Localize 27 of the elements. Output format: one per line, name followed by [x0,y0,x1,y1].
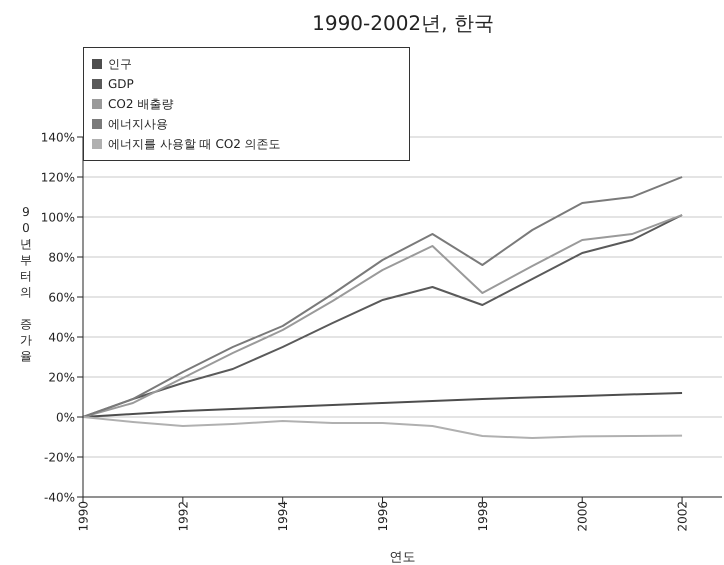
y-tick-label: 140% [40,130,75,144]
y-tick-label: 20% [48,370,75,384]
x-axis-title: 연도 [390,550,416,565]
x-tick-label: 1992 [176,501,190,532]
legend-label: GDP [108,76,134,93]
y-tick-label: -20% [44,450,75,464]
y-tick-label: 0% [56,410,75,424]
x-tick-label: 2000 [576,501,590,532]
y-tick-label: 120% [40,170,75,184]
y-tick-label: -40% [44,490,75,504]
legend-label: 에너지사용 [108,116,168,133]
y-tick-label: 40% [48,330,75,344]
y-tick-label: 100% [40,210,75,224]
x-tick-label: 2002 [676,501,690,532]
x-tick-label: 1994 [276,501,290,532]
text: 90년부터의 증가율 [20,205,32,364]
y-tick-label: 60% [48,290,75,304]
line-series [83,176,684,418]
x-tick-label: 1998 [476,501,490,532]
x-tick-label: 1990 [76,501,91,532]
y-tick-label: 80% [48,250,75,264]
x-tick-label: 1996 [376,501,390,532]
legend-label: 인구 [108,56,132,73]
legend-label: 에너지를 사용할 때 CO2 의존도 [108,136,281,153]
chart-title: 1990-2002년, 한국 [311,10,495,37]
legend-label: CO2 배출량 [108,96,174,113]
line-series [83,416,684,439]
